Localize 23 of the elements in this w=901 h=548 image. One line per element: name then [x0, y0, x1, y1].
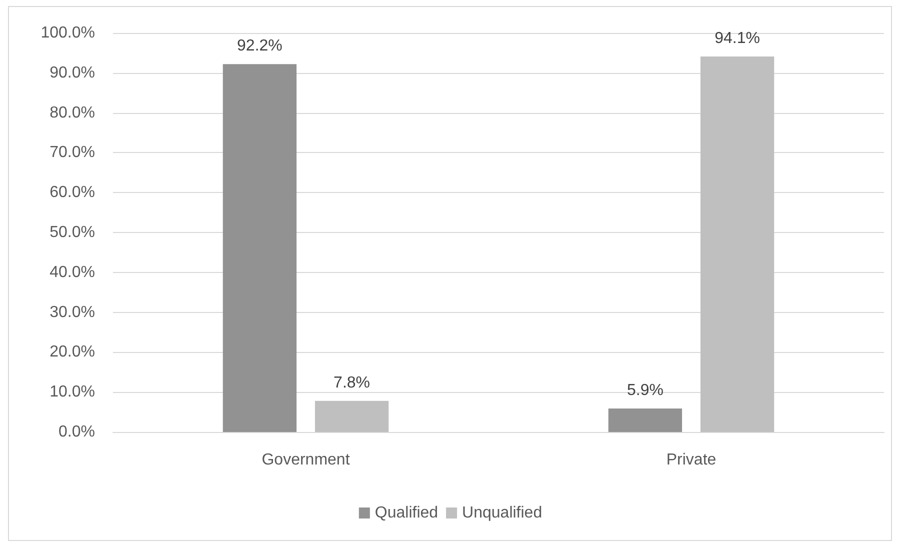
bar: [222, 64, 297, 432]
y-tick-label: 100.0%: [40, 24, 95, 42]
y-tick-label: 70.0%: [50, 144, 95, 162]
x-tick-label: Government: [262, 452, 350, 468]
y-tick-label: 30.0%: [50, 304, 95, 321]
data-label: 94.1%: [714, 30, 760, 48]
x-tick-label: Private: [666, 452, 716, 468]
y-tick-label: 20.0%: [50, 344, 95, 361]
y-tick-label: 60.0%: [50, 184, 95, 202]
data-label: 5.9%: [626, 382, 664, 399]
legend-label: Qualified: [374, 504, 438, 522]
y-tick-label: 40.0%: [50, 264, 95, 281]
legend-label: Unqualified: [462, 504, 542, 522]
y-tick-label: 90.0%: [50, 64, 95, 82]
data-label: 92.2%: [237, 38, 282, 55]
bar: [608, 408, 682, 432]
y-tick-label: 50.0%: [50, 224, 95, 241]
y-tick-label: 0.0%: [58, 424, 95, 440]
y-tick-label: 80.0%: [50, 104, 95, 122]
data-label: 7.8%: [334, 374, 370, 392]
bar: [314, 400, 389, 432]
y-tick-label: 10.0%: [50, 384, 95, 401]
bar: [700, 56, 774, 432]
